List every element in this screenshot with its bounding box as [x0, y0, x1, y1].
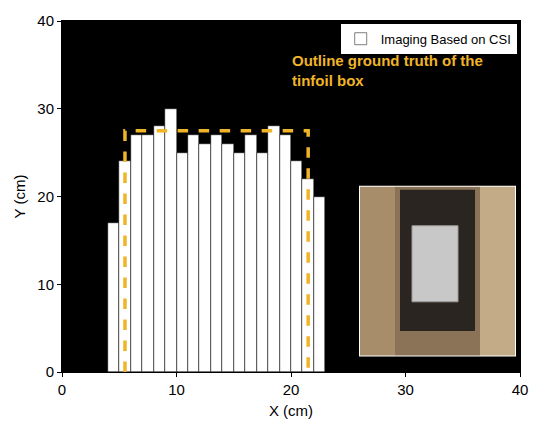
svg-text:10: 10 — [168, 381, 185, 398]
svg-text:40: 40 — [37, 12, 54, 29]
svg-text:0: 0 — [58, 381, 66, 398]
svg-text:40: 40 — [512, 381, 529, 398]
svg-text:Y (cm): Y (cm) — [11, 175, 28, 219]
svg-text:20: 20 — [37, 188, 54, 205]
svg-text:10: 10 — [37, 276, 54, 293]
svg-text:X (cm): X (cm) — [269, 402, 313, 419]
svg-text:30: 30 — [397, 381, 414, 398]
svg-text:Outline ground truth of thetin: Outline ground truth of thetinfoil box — [292, 52, 483, 89]
svg-text:0: 0 — [46, 363, 54, 380]
svg-text:20: 20 — [283, 381, 300, 398]
svg-text:Imaging Based on CSI: Imaging Based on CSI — [381, 32, 511, 47]
svg-text:30: 30 — [37, 100, 54, 117]
